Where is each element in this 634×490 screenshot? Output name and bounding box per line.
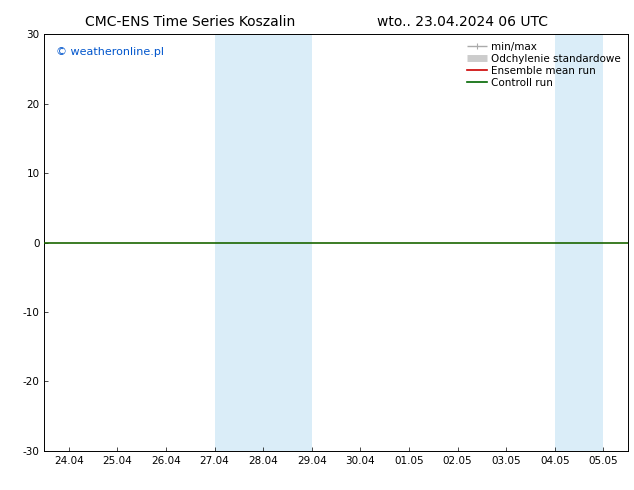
Text: CMC-ENS Time Series Koszalin: CMC-ENS Time Series Koszalin bbox=[85, 15, 295, 29]
Bar bbox=[214, 34, 263, 451]
Bar bbox=[263, 34, 312, 451]
Legend: min/max, Odchylenie standardowe, Ensemble mean run, Controll run: min/max, Odchylenie standardowe, Ensembl… bbox=[465, 40, 623, 90]
Bar bbox=[555, 34, 604, 451]
Text: © weatheronline.pl: © weatheronline.pl bbox=[56, 47, 164, 57]
Text: wto.. 23.04.2024 06 UTC: wto.. 23.04.2024 06 UTC bbox=[377, 15, 548, 29]
